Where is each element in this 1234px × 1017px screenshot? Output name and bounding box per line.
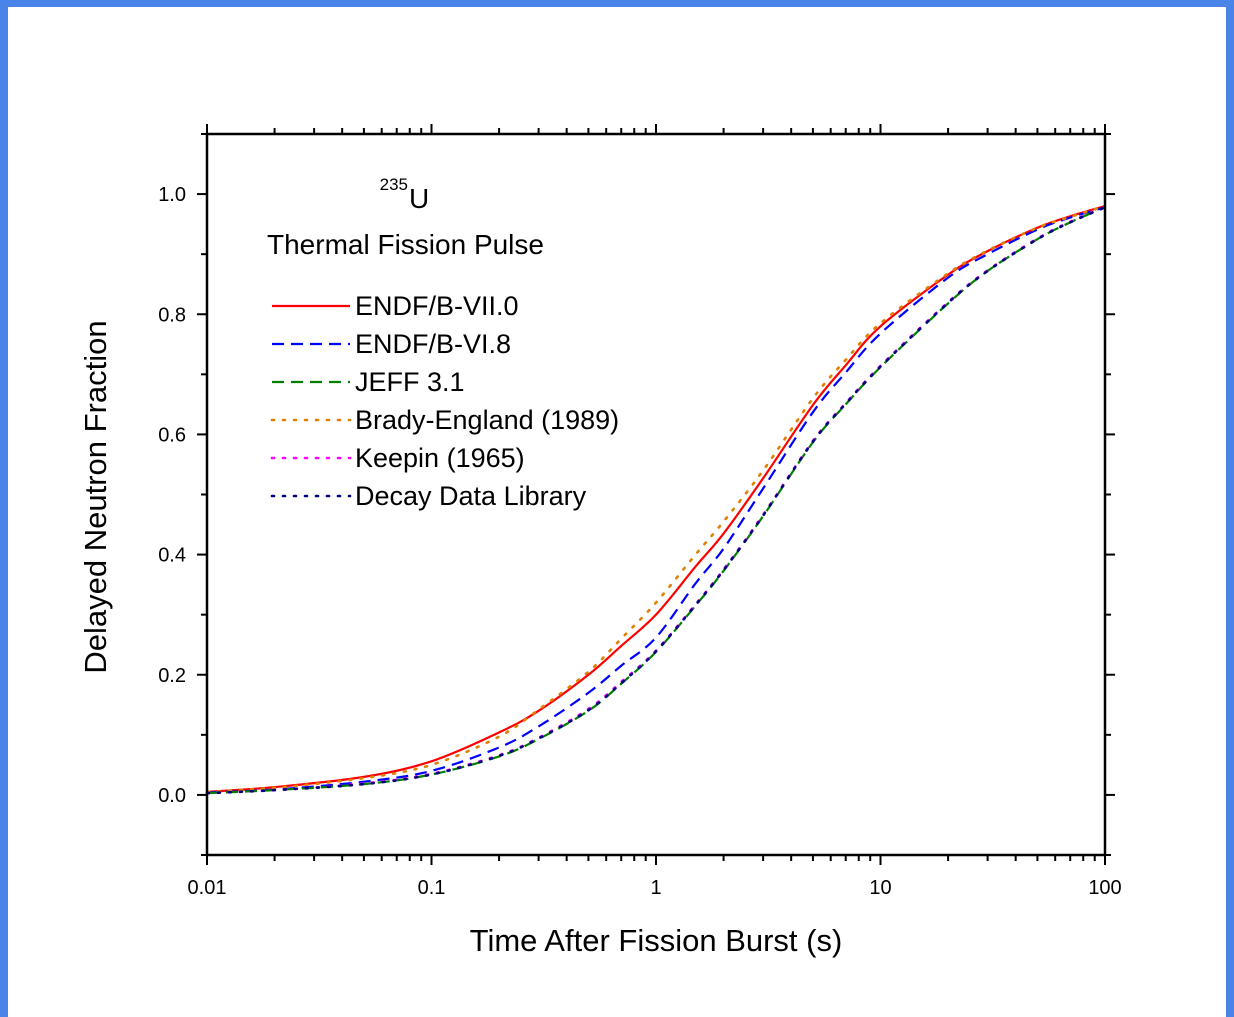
series-line-3 [205, 204, 1107, 794]
x-tick-label: 100 [1088, 877, 1121, 899]
y-axis-ticks: 0.0 0.2 0.4 0.6 0.8 1.0 [158, 133, 1115, 856]
series-line-5 [205, 206, 1107, 795]
y-axis-title: Delayed Neutron Fraction [78, 320, 113, 673]
series-line-2 [206, 206, 1106, 795]
legend-label: Keepin (1965) [355, 443, 525, 473]
series-lines [205, 204, 1107, 795]
legend-label: JEFF 3.1 [355, 367, 465, 397]
chart-annotation-subtitle: Thermal Fission Pulse [267, 229, 544, 260]
y-tick-label: 0.8 [158, 304, 186, 326]
x-tick-label: 0.01 [188, 877, 227, 899]
isotope-mass-number: 235 [380, 175, 408, 194]
legend-label: ENDF/B-VI.8 [355, 329, 511, 359]
series-line-1 [206, 206, 1106, 794]
y-tick-label: 0.4 [158, 545, 186, 567]
legend-label: Decay Data Library [355, 481, 587, 511]
x-tick-label: 0.1 [418, 877, 446, 899]
x-axis-ticks: 0.01 0.1 1 10 100 [188, 124, 1122, 899]
y-tick-label: 0.0 [158, 785, 186, 807]
x-tick-label: 1 [650, 877, 661, 899]
series-line-4 [205, 206, 1107, 795]
legend-label: Brady-England (1989) [355, 405, 619, 435]
series-line-0 [206, 205, 1106, 794]
y-tick-label: 1.0 [158, 184, 186, 206]
x-tick-label: 10 [869, 877, 891, 899]
isotope-symbol: U [409, 183, 429, 214]
x-axis-title: Time After Fission Burst (s) [470, 923, 843, 958]
legend: ENDF/B-VII.0 ENDF/B-VI.8 JEFF 3.1 Brady-Eng… [270, 291, 619, 511]
y-tick-label: 0.6 [158, 424, 186, 446]
y-tick-label: 0.2 [158, 665, 186, 687]
legend-label: ENDF/B-VII.0 [355, 291, 519, 321]
